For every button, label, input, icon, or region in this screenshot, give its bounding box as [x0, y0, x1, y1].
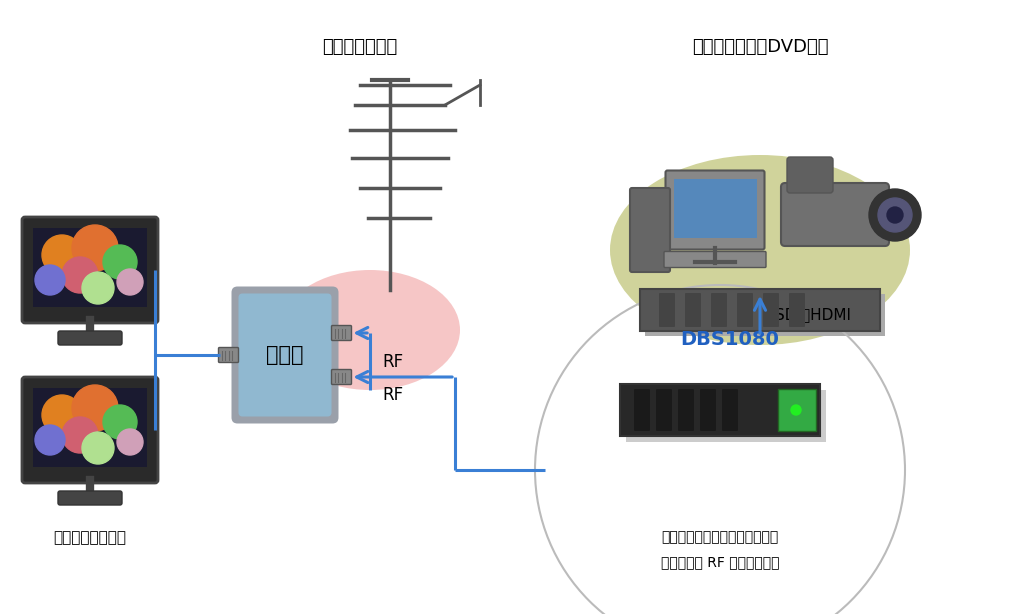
FancyBboxPatch shape	[711, 293, 727, 327]
FancyBboxPatch shape	[58, 491, 122, 505]
Circle shape	[42, 235, 82, 275]
Text: RF: RF	[382, 386, 403, 404]
Circle shape	[791, 405, 801, 415]
Circle shape	[82, 432, 114, 464]
Text: SDI・HDMI: SDI・HDMI	[775, 307, 851, 322]
Circle shape	[35, 265, 65, 295]
FancyBboxPatch shape	[664, 252, 766, 268]
Circle shape	[62, 417, 98, 453]
Circle shape	[117, 269, 143, 295]
FancyBboxPatch shape	[737, 293, 753, 327]
FancyBboxPatch shape	[22, 377, 158, 483]
FancyBboxPatch shape	[656, 389, 672, 431]
Ellipse shape	[280, 270, 460, 390]
Polygon shape	[33, 228, 147, 307]
Text: RF: RF	[382, 352, 403, 370]
Text: 入力した映像をエンコードし、: 入力した映像をエンコードし、	[662, 530, 778, 544]
Circle shape	[103, 245, 137, 279]
Circle shape	[869, 189, 921, 241]
FancyBboxPatch shape	[778, 389, 816, 431]
Text: DBS1080: DBS1080	[681, 330, 779, 349]
Polygon shape	[33, 388, 147, 467]
Circle shape	[878, 198, 912, 232]
Text: 混合器: 混合器	[266, 345, 304, 365]
FancyBboxPatch shape	[634, 389, 650, 431]
Circle shape	[42, 395, 82, 435]
Text: 映像（カメラ・DVD等）: 映像（カメラ・DVD等）	[692, 38, 828, 56]
Circle shape	[887, 207, 903, 223]
FancyBboxPatch shape	[239, 293, 332, 416]
Text: テレビ・モニター: テレビ・モニター	[53, 530, 127, 545]
Circle shape	[72, 225, 118, 271]
FancyBboxPatch shape	[678, 389, 694, 431]
FancyBboxPatch shape	[332, 370, 351, 384]
Circle shape	[117, 429, 143, 455]
Circle shape	[72, 385, 118, 431]
FancyBboxPatch shape	[659, 293, 675, 327]
FancyBboxPatch shape	[626, 390, 826, 442]
FancyBboxPatch shape	[700, 389, 716, 431]
Circle shape	[82, 272, 114, 304]
FancyBboxPatch shape	[630, 188, 670, 272]
FancyBboxPatch shape	[332, 325, 351, 341]
FancyBboxPatch shape	[58, 331, 122, 345]
FancyBboxPatch shape	[787, 157, 833, 193]
Circle shape	[62, 257, 98, 293]
FancyBboxPatch shape	[763, 293, 779, 327]
Circle shape	[103, 405, 137, 439]
FancyBboxPatch shape	[640, 289, 880, 331]
FancyBboxPatch shape	[645, 294, 885, 336]
FancyBboxPatch shape	[218, 348, 239, 362]
FancyBboxPatch shape	[22, 217, 158, 323]
FancyBboxPatch shape	[666, 171, 765, 249]
Text: 地デジアンテナ: 地デジアンテナ	[323, 38, 397, 56]
FancyBboxPatch shape	[231, 287, 339, 424]
FancyBboxPatch shape	[620, 384, 820, 436]
Text: 再変調して RF 出力します。: 再変調して RF 出力します。	[660, 555, 779, 569]
FancyBboxPatch shape	[781, 183, 889, 246]
Ellipse shape	[610, 155, 910, 345]
FancyBboxPatch shape	[674, 179, 757, 238]
FancyBboxPatch shape	[722, 389, 738, 431]
FancyBboxPatch shape	[790, 293, 805, 327]
Circle shape	[35, 425, 65, 455]
FancyBboxPatch shape	[685, 293, 701, 327]
